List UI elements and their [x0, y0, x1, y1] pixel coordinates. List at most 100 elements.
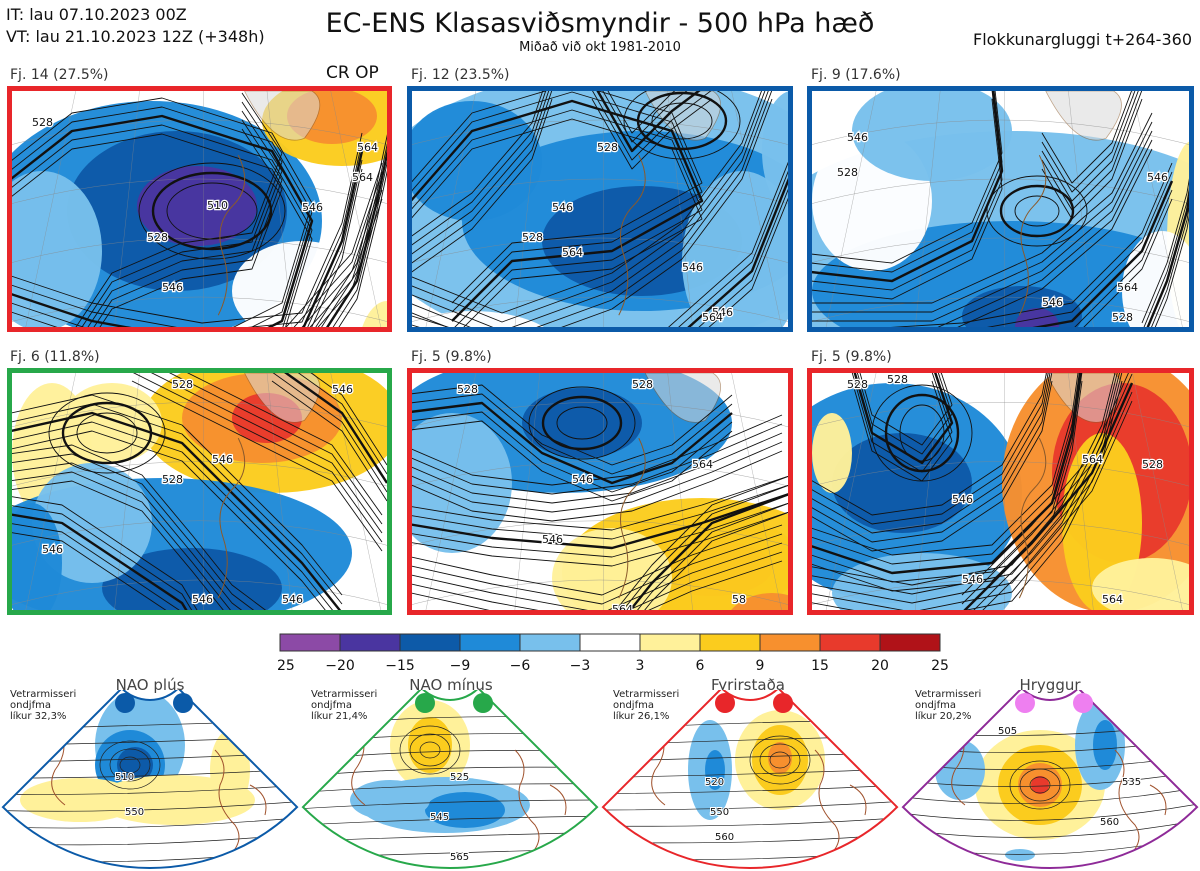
- contour-label: 528: [32, 116, 53, 129]
- regime-frame: [601, 690, 899, 869]
- cluster-map-1: 510528528546546564546564: [7, 86, 392, 332]
- regime-anomaly-area: [768, 742, 792, 774]
- contour-label: 564: [562, 246, 583, 259]
- height-contour: [961, 373, 1129, 596]
- anomaly-area: [62, 383, 162, 463]
- height-contour: [12, 471, 231, 610]
- longitude-line: [1132, 91, 1183, 327]
- anomaly-area: [1092, 558, 1189, 610]
- longitude-line: [1132, 373, 1183, 610]
- height-contour: [412, 91, 544, 237]
- contour-label: 546: [332, 383, 353, 396]
- height-contour: [596, 91, 701, 153]
- landmass: [244, 373, 321, 423]
- height-contour: [812, 373, 1116, 586]
- anomaly-area: [812, 413, 852, 493]
- closed-contour: [61, 401, 153, 465]
- height-contour: [412, 98, 773, 327]
- height-contour: [1041, 91, 1132, 184]
- regime-closed-contour: [1019, 768, 1061, 802]
- closed-contour: [899, 404, 945, 462]
- height-contour: [412, 99, 704, 322]
- closed-contour: [151, 171, 273, 251]
- regime-closed-contour: [1029, 776, 1051, 794]
- height-contour: [812, 373, 1118, 595]
- height-contour: [812, 373, 1051, 534]
- anomaly-area: [412, 311, 544, 327]
- contour-label: 528: [1112, 311, 1133, 324]
- contour-label: 546: [847, 131, 868, 144]
- height-contour: [708, 197, 788, 327]
- coastline: [1018, 154, 1047, 316]
- height-contour: [698, 188, 788, 327]
- height-contour: [812, 373, 1047, 516]
- contour-label: 564: [1082, 453, 1103, 466]
- height-contour: [412, 414, 783, 486]
- closed-contour: [623, 91, 741, 160]
- height-contour: [272, 373, 387, 493]
- height-contour: [12, 523, 180, 610]
- contour-label: 564: [692, 458, 713, 471]
- regime-anomaly-area: [210, 730, 250, 810]
- longitude-line: [25, 91, 76, 327]
- colorbar-tick-label: −25: [278, 658, 295, 674]
- height-contour: [615, 476, 788, 610]
- height-contour: [412, 91, 762, 314]
- regime-contour-label: 520: [705, 777, 724, 788]
- height-contour: [12, 150, 364, 327]
- longitude-line: [25, 373, 76, 610]
- cluster-map-6: 528 528 546 564 546 528 564: [807, 368, 1194, 615]
- height-contour: [321, 143, 387, 327]
- contour-label: 528: [1142, 458, 1163, 471]
- regime-closed-contour: [749, 735, 811, 785]
- latitude-line: [412, 461, 788, 487]
- height-contour: [412, 450, 783, 522]
- contour-label: 564: [352, 171, 373, 184]
- longitude-line: [514, 373, 541, 610]
- height-contour: [644, 512, 788, 610]
- regime-anomaly-area: [705, 750, 725, 790]
- contour-label: 528: [172, 378, 193, 391]
- height-contour: [12, 480, 224, 610]
- regime-contour: [902, 783, 1198, 804]
- colorbar-segment: [339, 633, 401, 652]
- colorbar-tick-label: −9: [450, 658, 471, 674]
- height-contour: [285, 162, 383, 327]
- height-contour: [309, 189, 383, 327]
- height-contour: [986, 171, 1173, 327]
- latitude-line: [12, 520, 387, 546]
- height-contour: [412, 432, 783, 504]
- colorbar-tick-label: −20: [325, 658, 355, 674]
- regime-title-blocking: Fyrirstaða: [711, 676, 785, 694]
- longitude-line: [425, 91, 477, 327]
- height-contour: [412, 533, 783, 605]
- height-contour: [310, 373, 387, 466]
- height-contour: [1041, 98, 1143, 220]
- height-contour: [12, 496, 198, 610]
- longitude-line: [731, 91, 782, 327]
- contour-label: 546: [552, 201, 573, 214]
- regime-contour-label: 535: [1122, 777, 1141, 788]
- regime-closed-contour: [769, 751, 791, 769]
- height-contour: [1141, 178, 1189, 324]
- anomaly-area: [522, 388, 642, 458]
- contour-label: 528: [597, 141, 618, 154]
- colorbar-tick-label: 3: [636, 658, 645, 674]
- regime-info-blocking: Vetrarmisseri ondjfma líkur 26,1%: [613, 689, 680, 722]
- colorbar-segment: [279, 633, 341, 652]
- anomaly-area: [412, 413, 512, 553]
- height-contour: [812, 373, 1123, 610]
- regime-anomaly-area: [1031, 776, 1049, 794]
- height-contour: [131, 380, 383, 552]
- regime-closed-contour: [99, 740, 161, 790]
- contour-label: 546: [682, 261, 703, 274]
- latitude-line: [12, 296, 387, 322]
- height-contour: [412, 542, 783, 610]
- regime-contour-label: 525: [450, 772, 469, 783]
- height-contour: [412, 161, 788, 327]
- regime-contour-label: 505: [998, 726, 1017, 737]
- height-contour: [412, 420, 733, 502]
- regime-title-nao-plus: NAO plús: [115, 676, 185, 694]
- height-contour: [1041, 91, 1139, 202]
- height-contour: [12, 114, 314, 327]
